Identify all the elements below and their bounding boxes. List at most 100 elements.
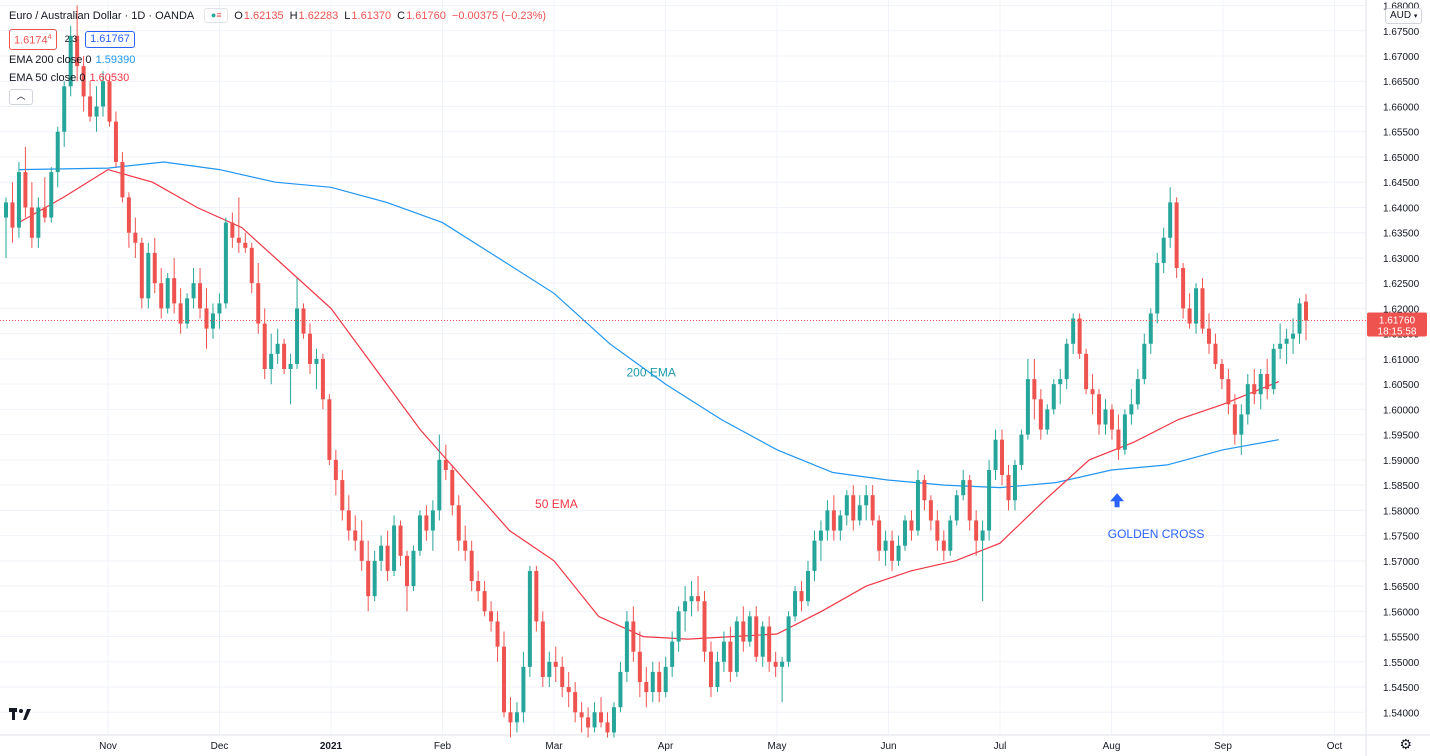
candle-body: [1239, 414, 1244, 435]
candle-up: [417, 510, 422, 556]
candle-body: [1155, 262, 1160, 314]
candle-body: [1019, 434, 1024, 465]
price-tick-label[interactable]: 1.66500: [1383, 77, 1420, 88]
candle-body: [210, 313, 215, 329]
candle-body: [967, 480, 972, 521]
candle-body: [262, 323, 267, 369]
price-tick-label[interactable]: 1.56000: [1383, 607, 1420, 618]
price-tick-label[interactable]: 1.59500: [1383, 431, 1420, 442]
candle-body: [1252, 384, 1257, 395]
price-tick-label[interactable]: 1.66000: [1383, 102, 1420, 113]
price-tick-label[interactable]: 1.64500: [1383, 178, 1420, 189]
candle-body: [1038, 399, 1043, 430]
candle-body: [139, 242, 144, 299]
chevron-up-icon: ︿: [16, 91, 26, 101]
price-tick-label[interactable]: 1.58500: [1383, 481, 1420, 492]
candle-body: [1258, 374, 1263, 395]
candle-down: [1219, 358, 1224, 390]
price-tick-label[interactable]: 1.68000: [1383, 2, 1420, 13]
price-tick-label[interactable]: 1.65000: [1383, 153, 1420, 164]
candle-body: [1181, 268, 1186, 309]
buy-button[interactable]: 1.61767: [85, 30, 135, 48]
candle-down: [178, 288, 183, 334]
candle-up: [721, 631, 726, 672]
price-tick-label[interactable]: 1.64000: [1383, 203, 1420, 214]
candle-up: [191, 268, 196, 309]
price-tick-label[interactable]: 1.62000: [1383, 304, 1420, 315]
candle-up: [1012, 459, 1017, 511]
time-tick-label[interactable]: Jun: [880, 741, 896, 752]
candle-up: [857, 495, 862, 526]
price-tick-label[interactable]: 1.65500: [1383, 128, 1420, 139]
price-tick-label[interactable]: 1.55000: [1383, 658, 1420, 669]
ohlc-low-value: 1.61370: [351, 9, 392, 22]
candle-body: [424, 515, 429, 531]
gear-icon[interactable]: ⚙: [1399, 736, 1412, 752]
candle-body: [68, 35, 73, 87]
indicator-ema50-row[interactable]: EMA 50 close 0 1.60530: [9, 72, 129, 84]
price-tick-label[interactable]: 1.62500: [1383, 279, 1420, 290]
candle-body: [165, 278, 170, 309]
tradingview-logo-icon[interactable]: [9, 708, 33, 726]
candle-body: [534, 570, 539, 622]
time-tick-label[interactable]: Mar: [545, 741, 563, 752]
price-tick-label[interactable]: 1.58000: [1383, 506, 1420, 517]
time-tick-label[interactable]: Apr: [658, 741, 674, 752]
time-tick-label[interactable]: Oct: [1327, 741, 1343, 752]
market-status-icon[interactable]: ●≡: [204, 8, 229, 23]
sell-button[interactable]: 1.61744: [9, 29, 57, 50]
time-tick-label[interactable]: Sep: [1214, 741, 1232, 752]
price-tick-label[interactable]: 1.57500: [1383, 532, 1420, 543]
trade-prices-row: 1.61744 2.3 1.61767: [9, 29, 135, 50]
currency-selector[interactable]: AUD ▾: [1385, 8, 1423, 24]
price-tick-label[interactable]: 1.59000: [1383, 456, 1420, 467]
candle-up: [411, 545, 416, 592]
time-tick-label[interactable]: Aug: [1103, 741, 1121, 752]
time-tick-label[interactable]: Feb: [434, 741, 452, 752]
candle-up: [786, 611, 791, 667]
price-tick-label[interactable]: 1.54000: [1383, 708, 1420, 719]
candle-body: [825, 510, 830, 531]
price-tick-label[interactable]: 1.60500: [1383, 380, 1420, 391]
time-tick-label[interactable]: Jul: [994, 741, 1007, 752]
candle-up: [663, 656, 668, 698]
price-tick-label[interactable]: 1.60000: [1383, 405, 1420, 416]
candle-up: [314, 348, 319, 390]
candle-body: [624, 621, 629, 672]
candle-body: [1090, 389, 1095, 395]
candle-down: [928, 495, 933, 531]
candle-down: [469, 540, 474, 592]
time-tick-label[interactable]: 2021: [320, 741, 343, 752]
time-tick-label[interactable]: Nov: [99, 741, 117, 752]
collapse-legend-button[interactable]: ︿: [9, 89, 33, 105]
candle-body: [159, 283, 164, 309]
candle-down: [1038, 389, 1043, 440]
price-tick-label[interactable]: 1.55500: [1383, 633, 1420, 644]
indicator-ema200-row[interactable]: EMA 200 close 0 1.59390: [9, 54, 135, 66]
price-tick-label[interactable]: 1.56500: [1383, 582, 1420, 593]
candle-up: [1135, 369, 1140, 410]
candle-body: [1226, 379, 1231, 405]
price-tick-label[interactable]: 1.57000: [1383, 557, 1420, 568]
candle-body: [417, 515, 422, 551]
price-tick-label[interactable]: 1.63000: [1383, 254, 1420, 265]
price-tick-label[interactable]: 1.61000: [1383, 355, 1420, 366]
candle-body: [1161, 237, 1166, 263]
candle-body: [1071, 318, 1076, 344]
candle-body: [553, 661, 558, 667]
candle-up: [275, 328, 280, 364]
symbol-title[interactable]: Euro / Australian Dollar · 1D · OANDA: [9, 9, 195, 22]
candle-down: [307, 323, 312, 375]
price-tick-label[interactable]: 1.67500: [1383, 27, 1420, 38]
price-tick-label[interactable]: 1.54500: [1383, 683, 1420, 694]
price-tick-label[interactable]: 1.63500: [1383, 229, 1420, 240]
candle-up: [903, 515, 908, 551]
candles: [4, 5, 1308, 738]
time-tick-label[interactable]: Dec: [211, 741, 229, 752]
candle-up: [1122, 409, 1127, 455]
price-tick-label[interactable]: 1.67000: [1383, 52, 1420, 63]
candle-body: [256, 283, 261, 324]
candle-down: [301, 303, 306, 339]
time-tick-label[interactable]: May: [768, 741, 787, 752]
